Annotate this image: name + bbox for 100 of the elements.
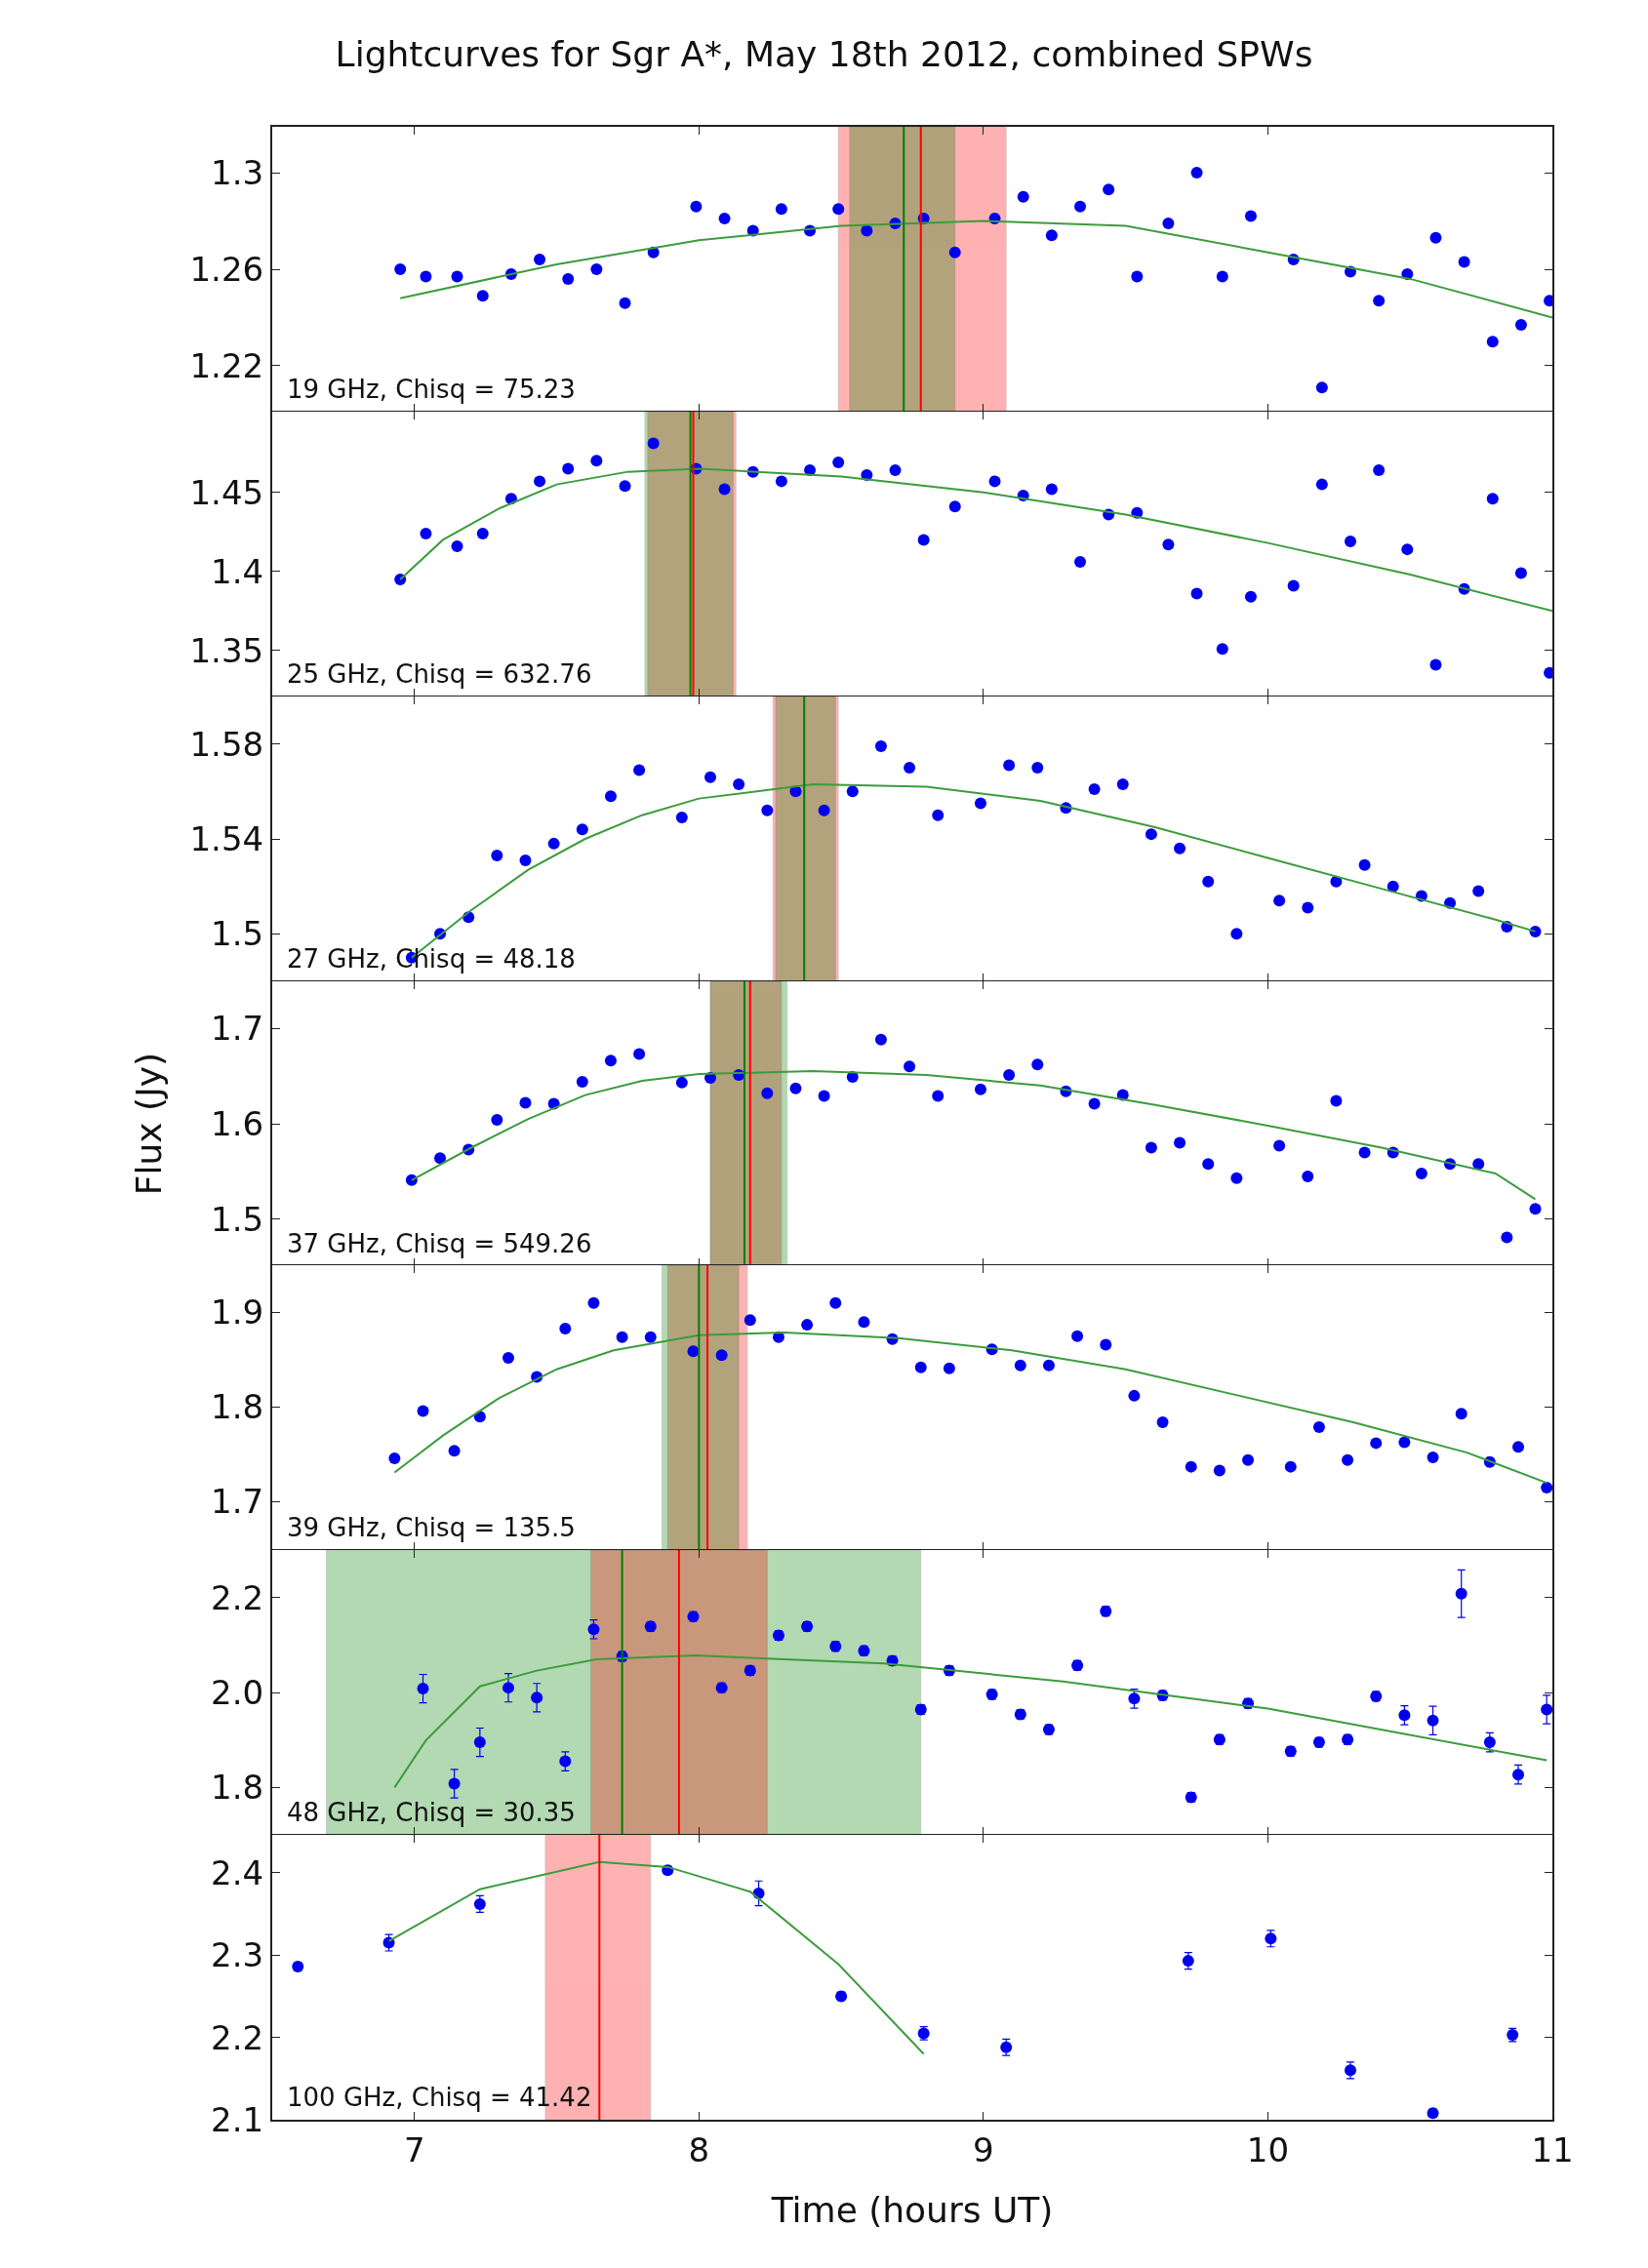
point — [1145, 827, 1157, 840]
point — [1162, 538, 1175, 551]
point — [675, 811, 688, 823]
point — [1242, 1454, 1255, 1467]
point — [590, 455, 603, 467]
point — [1216, 270, 1228, 283]
point — [604, 789, 617, 802]
point — [1455, 1588, 1467, 1601]
y-tick-label: 2.0 — [211, 1673, 264, 1713]
point — [644, 1332, 657, 1344]
point — [943, 1363, 955, 1375]
point — [1074, 200, 1087, 213]
point — [1230, 1172, 1243, 1184]
point — [619, 480, 631, 493]
point — [1514, 318, 1527, 331]
point — [1472, 1157, 1485, 1170]
y-tick-label: 1.4 — [211, 551, 264, 591]
point — [531, 1691, 543, 1704]
point — [417, 1683, 429, 1695]
point — [562, 462, 575, 475]
point — [1429, 231, 1442, 244]
point — [1244, 590, 1257, 603]
point — [761, 1087, 774, 1099]
point — [1003, 1068, 1016, 1081]
point — [733, 777, 745, 790]
point — [1003, 759, 1016, 772]
point — [604, 1054, 617, 1066]
point — [948, 246, 961, 259]
point — [1185, 1461, 1197, 1474]
point — [1216, 643, 1228, 656]
point — [861, 224, 873, 237]
point — [1345, 535, 1356, 547]
point — [1373, 295, 1386, 307]
point — [715, 1349, 728, 1362]
point — [932, 1090, 945, 1102]
point — [547, 837, 560, 850]
point — [1512, 1441, 1525, 1453]
y-tick-label: 1.35 — [189, 630, 264, 670]
point — [832, 456, 845, 468]
point — [775, 475, 787, 488]
point — [1116, 777, 1129, 790]
point — [1427, 1714, 1439, 1727]
y-tick-label: 1.9 — [211, 1293, 264, 1333]
point — [502, 1352, 514, 1365]
point — [832, 203, 845, 216]
y-tick-label: 2.2 — [211, 1577, 264, 1617]
point — [1088, 1096, 1101, 1109]
point — [534, 475, 546, 488]
point — [690, 200, 703, 213]
point — [559, 1755, 572, 1768]
point — [647, 437, 660, 450]
point — [818, 1090, 830, 1102]
y-tick-label: 1.8 — [211, 1768, 264, 1808]
point — [1100, 1338, 1112, 1351]
point — [1455, 1408, 1467, 1420]
y-tick-label: 1.6 — [211, 1103, 264, 1143]
point — [1370, 1437, 1383, 1450]
y-tick-label: 2.3 — [211, 1935, 264, 1975]
point — [761, 804, 774, 816]
point — [1014, 1360, 1026, 1373]
point — [1045, 483, 1058, 496]
point — [1541, 1482, 1552, 1494]
point — [534, 254, 546, 266]
point — [1174, 1136, 1186, 1149]
point — [917, 534, 930, 546]
x-tick-label: 10 — [1246, 2129, 1290, 2169]
point — [491, 849, 503, 861]
point — [1103, 183, 1115, 196]
y-tick-label: 1.22 — [189, 345, 264, 385]
point — [858, 1316, 870, 1329]
point — [587, 1297, 600, 1310]
point — [1128, 1692, 1141, 1705]
point — [1273, 1139, 1286, 1152]
point — [789, 1082, 802, 1094]
point — [1398, 1436, 1411, 1449]
point — [1486, 493, 1499, 505]
point — [519, 854, 532, 866]
point — [448, 1777, 461, 1790]
point — [1501, 1231, 1513, 1244]
point — [473, 1736, 486, 1749]
y-tick-label: 1.8 — [211, 1387, 264, 1427]
point — [801, 1319, 814, 1332]
line-series — [399, 219, 1552, 319]
point — [1486, 336, 1499, 348]
point — [1190, 587, 1203, 600]
point — [744, 1314, 756, 1327]
point — [718, 483, 731, 496]
point — [633, 1048, 646, 1060]
point — [1230, 928, 1243, 940]
point — [1131, 270, 1144, 283]
point — [1074, 555, 1087, 568]
x-tick-label: 8 — [688, 2129, 710, 2169]
point — [420, 270, 432, 283]
point — [519, 1096, 532, 1108]
point — [417, 1405, 429, 1417]
point — [1017, 190, 1029, 203]
point — [434, 1151, 447, 1164]
point — [1358, 1145, 1371, 1158]
point — [619, 297, 631, 309]
point — [590, 263, 603, 275]
